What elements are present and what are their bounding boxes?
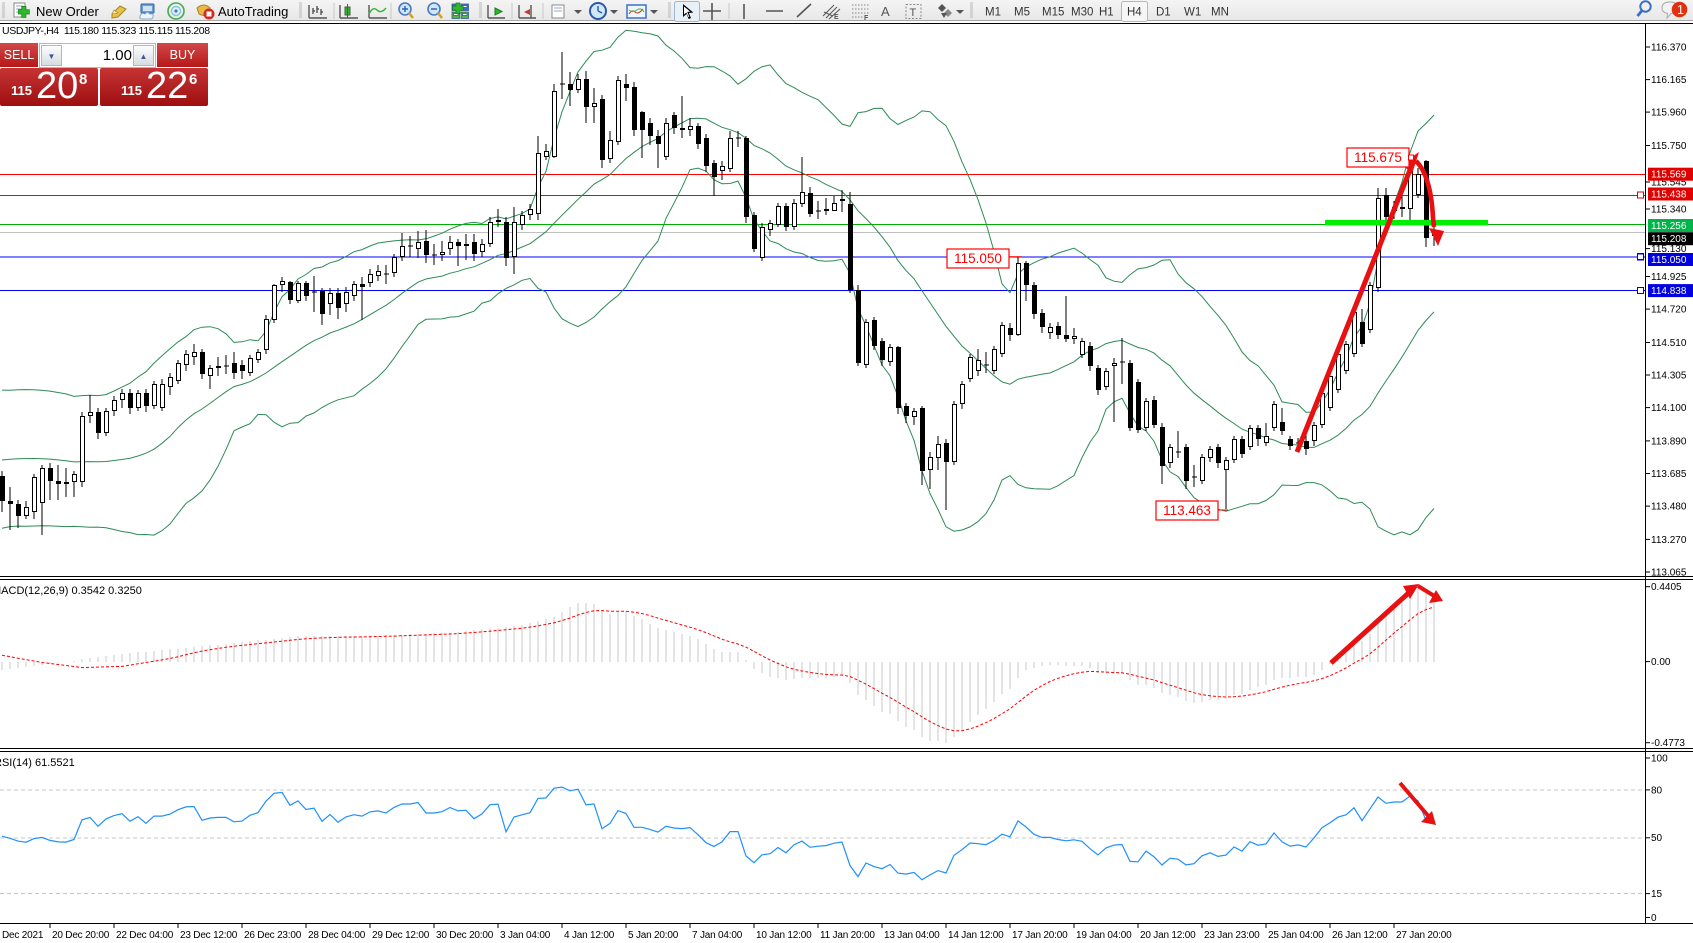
svg-text:23 Dec 12:00: 23 Dec 12:00 [180, 930, 238, 941]
svg-text:H1: H1 [1099, 7, 1114, 19]
svg-text:-0.4773: -0.4773 [1651, 738, 1685, 749]
svg-text:27 Jan 20:00: 27 Jan 20:00 [1396, 930, 1452, 941]
svg-text:10 Jan 12:00: 10 Jan 12:00 [756, 930, 812, 941]
svg-text:115.438: 115.438 [1651, 190, 1687, 201]
svg-text:115.340: 115.340 [1651, 205, 1687, 216]
svg-text:115.256: 115.256 [1651, 221, 1687, 232]
svg-text:115.675: 115.675 [1354, 150, 1402, 165]
svg-text:14 Jan 12:00: 14 Jan 12:00 [948, 930, 1004, 941]
svg-text:113.270: 113.270 [1651, 535, 1687, 546]
svg-text:114.305: 114.305 [1651, 371, 1687, 382]
svg-text:RSI(14) 61.5521: RSI(14) 61.5521 [0, 757, 75, 769]
svg-text:114.925: 114.925 [1651, 272, 1687, 283]
svg-text:115.545: 115.545 [1651, 178, 1687, 189]
svg-text:5 Jan 20:00: 5 Jan 20:00 [628, 930, 679, 941]
svg-text:116.370: 116.370 [1651, 43, 1687, 54]
svg-text:114.100: 114.100 [1651, 403, 1687, 414]
svg-text:15: 15 [1651, 889, 1663, 900]
svg-text:0: 0 [1651, 913, 1657, 924]
svg-text:20 Dec 20:00: 20 Dec 20:00 [52, 930, 110, 941]
svg-text:MACD(12,26,9) 0.3542 0.3250: MACD(12,26,9) 0.3542 0.3250 [0, 585, 142, 597]
svg-text:H4: H4 [1127, 7, 1142, 19]
svg-text:80: 80 [1651, 785, 1663, 796]
svg-text:M5: M5 [1014, 7, 1030, 19]
svg-text:Dec 2021: Dec 2021 [2, 930, 44, 941]
svg-text:115.050: 115.050 [1651, 255, 1687, 266]
svg-text:20 Jan 12:00: 20 Jan 12:00 [1140, 930, 1196, 941]
svg-text:M15: M15 [1042, 7, 1064, 19]
svg-text:25 Jan 04:00: 25 Jan 04:00 [1268, 930, 1324, 941]
svg-text:W1: W1 [1184, 7, 1201, 19]
svg-text:7 Jan 04:00: 7 Jan 04:00 [692, 930, 743, 941]
svg-text:13 Jan 04:00: 13 Jan 04:00 [884, 930, 940, 941]
svg-text:28 Dec 04:00: 28 Dec 04:00 [308, 930, 366, 941]
svg-text:1: 1 [1677, 3, 1684, 17]
svg-text:115.960: 115.960 [1651, 108, 1687, 119]
svg-text:114.720: 114.720 [1651, 305, 1687, 316]
svg-text:115.569: 115.569 [1651, 170, 1687, 181]
svg-text:T: T [910, 7, 917, 19]
svg-text:F: F [864, 15, 869, 22]
svg-text:114.838: 114.838 [1651, 286, 1687, 297]
svg-text:29 Dec 12:00: 29 Dec 12:00 [372, 930, 430, 941]
svg-text:30 Dec 20:00: 30 Dec 20:00 [436, 930, 494, 941]
svg-text:113.480: 113.480 [1651, 502, 1687, 513]
svg-text:26 Dec 23:00: 26 Dec 23:00 [244, 930, 302, 941]
svg-text:26 Jan 12:00: 26 Jan 12:00 [1332, 930, 1388, 941]
svg-text:3 Jan 04:00: 3 Jan 04:00 [500, 930, 551, 941]
svg-text:D1: D1 [1156, 7, 1171, 19]
svg-text:100: 100 [1651, 754, 1668, 765]
svg-text:23 Jan 23:00: 23 Jan 23:00 [1204, 930, 1260, 941]
svg-text:115.050: 115.050 [954, 251, 1002, 266]
svg-text:E: E [834, 14, 839, 21]
svg-text:116.165: 116.165 [1651, 75, 1687, 86]
svg-text:4 Jan 12:00: 4 Jan 12:00 [564, 930, 615, 941]
svg-text:MN: MN [1211, 7, 1229, 19]
svg-text:M30: M30 [1071, 7, 1093, 19]
svg-text:A: A [881, 4, 890, 19]
svg-text:114.510: 114.510 [1651, 338, 1687, 349]
svg-text:115.130: 115.130 [1651, 244, 1687, 255]
svg-text:50: 50 [1651, 833, 1663, 844]
svg-text:11 Jan 20:00: 11 Jan 20:00 [820, 930, 875, 941]
svg-text:113.685: 113.685 [1651, 469, 1687, 480]
svg-text:0.00: 0.00 [1651, 657, 1671, 668]
svg-text:113.890: 113.890 [1651, 436, 1687, 447]
svg-text:113.065: 113.065 [1651, 568, 1687, 579]
svg-text:M1: M1 [985, 7, 1001, 19]
svg-text:17 Jan 20:00: 17 Jan 20:00 [1012, 930, 1068, 941]
svg-text:115.750: 115.750 [1651, 141, 1687, 152]
svg-text:19 Jan 04:00: 19 Jan 04:00 [1076, 930, 1132, 941]
svg-text:113.463: 113.463 [1163, 503, 1211, 518]
svg-text:22 Dec 04:00: 22 Dec 04:00 [116, 930, 174, 941]
svg-text:0.4405: 0.4405 [1651, 582, 1682, 593]
svg-text:115.208: 115.208 [1651, 234, 1687, 245]
